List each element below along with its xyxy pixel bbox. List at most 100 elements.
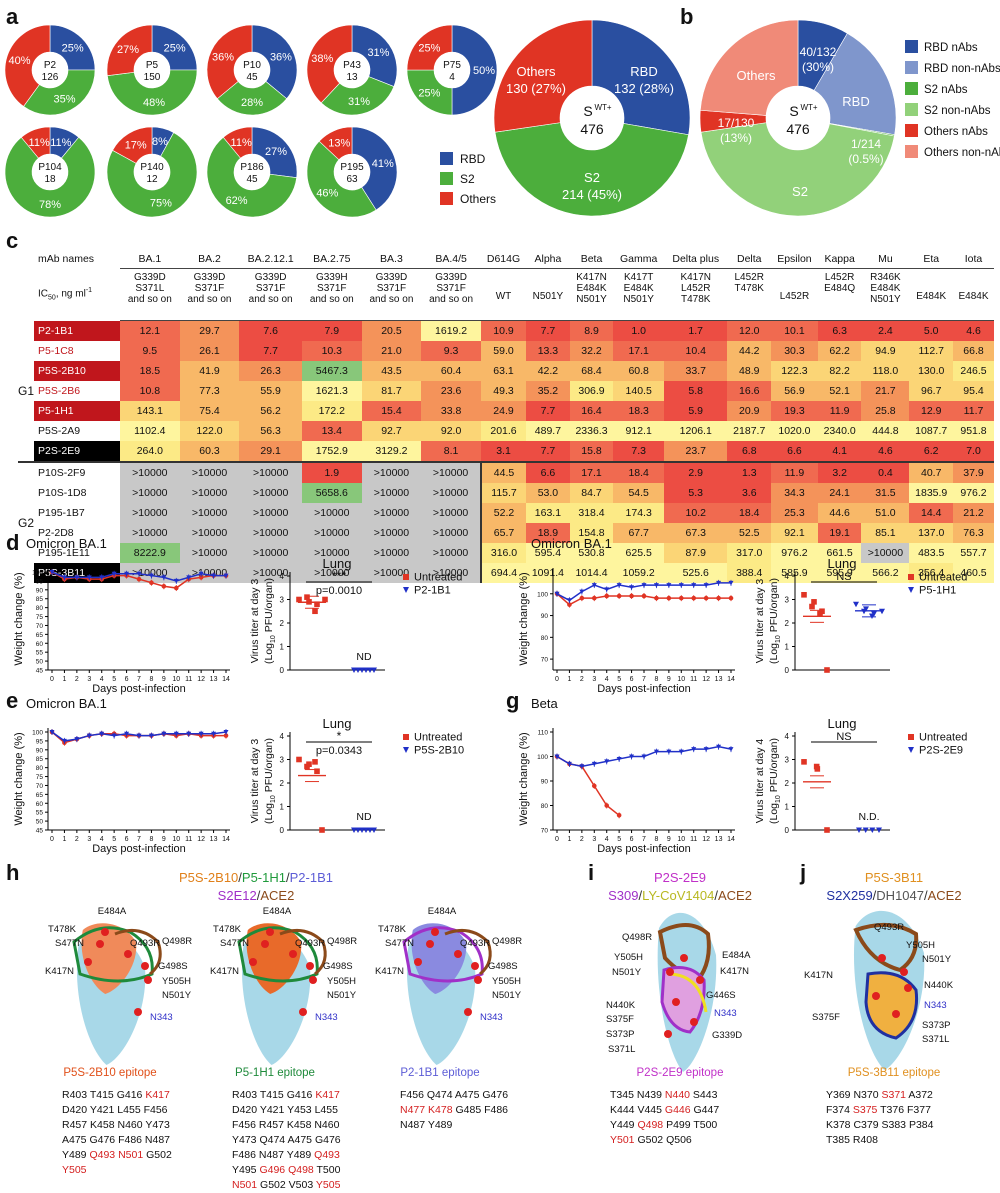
mutation-site (690, 1018, 698, 1026)
pie-id-label: P10 (243, 60, 261, 71)
residue-label: N440K (924, 980, 954, 991)
x-tick-label: 6 (630, 676, 634, 683)
heatmap-variant-header: BA.2 (179, 250, 240, 269)
mutation-site (124, 950, 132, 958)
epitope-residue: N460 (117, 1119, 143, 1131)
heatmap-cell: 60.3 (179, 441, 240, 462)
legend-swatch (905, 82, 918, 95)
series-point (728, 595, 734, 601)
heatmap-cell: 1206.1 (664, 421, 728, 441)
pie-big-label: 214 (45%) (562, 187, 622, 202)
heatmap-cell: 23.7 (664, 441, 728, 462)
panel-h-title: P5S-2B10/P5-1H1/P2-1B1 (179, 870, 333, 885)
heatmap-cell: >10000 (421, 563, 481, 583)
pie-b-center-label: S (789, 103, 798, 119)
heatmap-cell: >10000 (179, 483, 240, 503)
pie-big-label: 130 (27%) (506, 81, 566, 96)
y-tick-label: 85 (36, 756, 44, 763)
pie-count-label: 63 (346, 174, 358, 185)
heatmap-cell: 201.6 (480, 421, 527, 441)
y-tick-label: 100 (32, 730, 43, 737)
residue-label: K417N (210, 966, 239, 977)
epitope-residue: G416 (286, 1089, 313, 1101)
epitope-residue: Q474 (259, 1134, 286, 1146)
scatter-point (801, 592, 807, 598)
epitope-residue: G476 (482, 1089, 509, 1101)
heatmap-row: G1 P2-1B1 12.1 29.7 7.6 7.9 20.5 1619.2 10.9 7.7 8… (18, 320, 994, 398)
epitope-row: Y369 N370 S371 A372 (826, 1088, 933, 1103)
epitope-residue: N440 (664, 1089, 690, 1101)
heatmap-cell: 63.1 (480, 361, 527, 381)
heatmap-cell: 20.9 (727, 401, 772, 421)
heatmap-cell: 11.9 (817, 401, 862, 421)
heatmap-cell: 163.1 (526, 503, 570, 523)
residue-label: S371L (608, 1044, 635, 1055)
heatmap-cell: 44.2 (727, 341, 772, 361)
heatmap-cell: 118.0 (861, 361, 910, 381)
epitope-residue: G446 (664, 1104, 691, 1116)
heatmap-mutation-cell: R346K E484K N501Y (861, 268, 910, 321)
epitope-residue: S375 (852, 1104, 878, 1116)
heatmap-row: P5-1H1 143.1 75.4 56.2 172.2 15.4 33.8 24.9 7.7 1… (18, 401, 994, 421)
heatmap-cell: 489.7 (526, 421, 570, 441)
series-point (691, 583, 697, 588)
heatmap-cell: 54.5 (613, 483, 665, 503)
heatmap-cell: 24.9 (480, 401, 527, 421)
residue-label: Q498R (622, 932, 652, 943)
epitope-row: Y505 (62, 1163, 172, 1178)
epitope-residue: G502 (260, 1179, 286, 1191)
epitope-residue: G476 (314, 1134, 341, 1146)
heatmap-cell: 66.8 (953, 341, 994, 361)
series-point (161, 583, 167, 589)
epitope-row: R403 T415 G416 K417 (62, 1088, 172, 1103)
legend-swatch (905, 124, 918, 137)
heatmap-cell: 60.8 (613, 361, 665, 381)
pie-big-label: S2 (584, 170, 600, 185)
heatmap-cell: 12.1 (120, 320, 180, 341)
series-point (61, 575, 67, 580)
mutation-site (144, 976, 152, 984)
heatmap-cell: 15.8 (569, 441, 614, 462)
scatter-y-label: Virus titer at day 3 (249, 579, 261, 664)
heatmap-mab-name: P195-1E11 (38, 547, 90, 559)
legend-marker (908, 574, 914, 580)
heatmap-cell: 41.9 (179, 361, 240, 381)
legend-label: S2 (460, 172, 475, 186)
heatmap-cell: 115.7 (479, 483, 527, 503)
y-tick-label: 80 (541, 635, 549, 642)
heatmap-cell: >10000 (120, 503, 180, 523)
residue-label: G446S (706, 990, 736, 1001)
epitope-residue: F374 (826, 1104, 850, 1116)
epitope-residue: L455 (314, 1104, 338, 1116)
heatmap-cell: 42.2 (526, 361, 570, 381)
series-point (554, 591, 560, 597)
epitope-residue: Y489 (427, 1119, 453, 1131)
series-point (579, 764, 585, 769)
heatmap-cell: 3.2 (817, 462, 862, 483)
heatmap-cell: >10000 (301, 543, 362, 563)
epitope-residue: R457 (62, 1119, 88, 1131)
series-point (716, 595, 721, 601)
epitope-residue: L455 (117, 1104, 141, 1116)
heatmap-cell: 976.2 (771, 543, 818, 563)
epitope-row: K444 V445 G446 G447 (610, 1103, 719, 1118)
heatmap-mab-name: P2-1B1 (34, 320, 121, 341)
heatmap-cell: 6.8 (727, 441, 772, 462)
epitope-residue: A372 (908, 1089, 933, 1101)
mutation-site (306, 962, 314, 970)
heatmap-cell: 96.7 (909, 381, 954, 401)
heatmap-cell: >10000 (120, 462, 180, 483)
y-tick-label: 80 (36, 765, 44, 772)
heatmap-spacer (18, 250, 34, 269)
x-tick-label: 11 (690, 836, 697, 843)
epitope-residue: Q474 (426, 1089, 453, 1101)
series-point (591, 595, 597, 601)
heatmap-cell: 951.8 (953, 421, 994, 441)
y-tick-label: 55 (36, 810, 44, 817)
heatmap-cell: 5658.6 (301, 483, 362, 503)
pie-percent-label: 11% (231, 137, 252, 149)
heatmap-row: P5-1C8 9.5 26.1 7.7 10.3 21.0 9.3 59.0 13.3 32.2 1… (18, 341, 994, 361)
epitope-residue: K417 (145, 1089, 170, 1101)
epitope-residue: F456 (400, 1089, 424, 1101)
